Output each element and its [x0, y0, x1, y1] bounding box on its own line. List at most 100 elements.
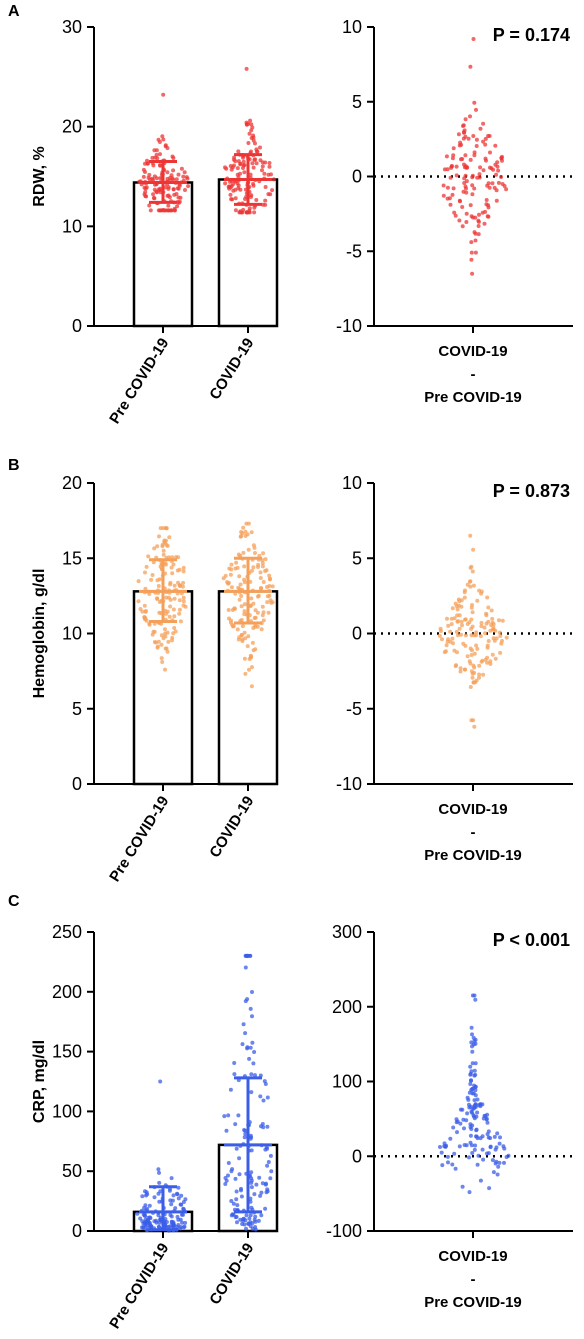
- data-point: [454, 629, 459, 634]
- data-point: [174, 555, 179, 560]
- data-point: [250, 1226, 255, 1231]
- data-point: [486, 1151, 491, 1156]
- data-point: [177, 598, 182, 603]
- data-point: [181, 599, 186, 604]
- data-point: [258, 570, 263, 575]
- data-point: [168, 604, 173, 609]
- data-point: [223, 165, 227, 170]
- data-point: [477, 588, 482, 593]
- data-point: [250, 1221, 255, 1226]
- data-point: [481, 1157, 486, 1162]
- data-point: [445, 639, 450, 644]
- data-point: [268, 1153, 273, 1158]
- data-point: [259, 1213, 264, 1218]
- data-point: [474, 678, 479, 683]
- data-point: [464, 190, 469, 195]
- data-point: [170, 1198, 175, 1203]
- data-point: [170, 1220, 174, 1224]
- data-point: [245, 210, 249, 215]
- data-point: [472, 993, 477, 998]
- data-point: [476, 1153, 481, 1158]
- data-point: [145, 1192, 150, 1197]
- data-point: [440, 637, 444, 642]
- x-tick-label: -: [471, 1271, 476, 1288]
- data-point: [166, 639, 171, 644]
- data-point: [485, 1120, 490, 1125]
- data-point: [222, 1114, 227, 1119]
- data-point: [483, 142, 488, 147]
- data-point: [251, 626, 256, 630]
- data-point: [451, 1125, 456, 1130]
- data-point: [443, 649, 448, 654]
- data-point: [261, 618, 266, 623]
- data-point: [264, 568, 269, 573]
- data-point: [500, 158, 504, 163]
- data-point: [177, 611, 182, 616]
- data-point: [232, 1061, 237, 1065]
- data-point: [265, 1095, 270, 1100]
- x-tick-label: Pre COVID-19: [106, 1240, 172, 1332]
- x-tick-label: -: [471, 824, 476, 841]
- data-point: [175, 1191, 179, 1196]
- data-point: [263, 185, 268, 189]
- data-point: [234, 1146, 239, 1151]
- data-point: [493, 143, 498, 148]
- data-point: [473, 238, 478, 243]
- data-point: [445, 185, 450, 190]
- data-point: [157, 1180, 162, 1185]
- data-point: [243, 965, 248, 970]
- data-point: [249, 1090, 254, 1095]
- data-point: [480, 1147, 485, 1152]
- data-point: [474, 144, 479, 148]
- data-point: [464, 211, 469, 216]
- data-point: [247, 131, 252, 136]
- data-point: [488, 662, 493, 666]
- data-point: [252, 545, 257, 550]
- data-point: [232, 1072, 237, 1077]
- data-point: [498, 634, 503, 638]
- data-point: [259, 1124, 263, 1129]
- data-point: [250, 125, 255, 130]
- data-point: [258, 576, 263, 580]
- data-point: [157, 1170, 161, 1175]
- data-point: [460, 1107, 465, 1112]
- data-point: [242, 630, 247, 635]
- y-tick-label: 200: [332, 997, 362, 1017]
- data-point: [178, 1202, 183, 1207]
- data-point: [260, 164, 265, 169]
- data-point: [156, 187, 161, 192]
- data-point: [229, 167, 234, 172]
- data-point: [268, 576, 272, 581]
- data-point: [258, 1193, 263, 1198]
- data-point: [451, 146, 456, 151]
- y-tick-label: 10: [62, 624, 82, 644]
- data-point: [143, 1189, 147, 1194]
- data-point: [268, 1176, 273, 1181]
- data-point: [239, 1194, 244, 1199]
- data-point: [243, 636, 248, 641]
- data-point: [459, 619, 464, 624]
- data-point: [233, 159, 238, 164]
- data-point: [242, 602, 247, 607]
- data-point: [471, 680, 476, 685]
- data-point: [176, 1196, 181, 1201]
- data-point: [469, 1025, 474, 1030]
- data-point: [462, 667, 467, 672]
- bar-chart-C: C CRP, mg/dl 0 50 100 150 200 250 Pre COVID-19 CO…: [8, 893, 279, 1332]
- x-tick-label: COVID-19: [438, 343, 507, 360]
- data-point: [468, 584, 473, 589]
- data-point: [464, 1118, 469, 1123]
- data-point: [468, 565, 473, 570]
- data-point: [468, 1072, 473, 1077]
- data-point: [156, 1167, 161, 1172]
- data-point: [244, 521, 249, 526]
- data-point: [437, 633, 442, 638]
- data-point: [172, 192, 177, 197]
- data-point: [253, 157, 258, 162]
- data-point: [468, 533, 473, 538]
- data-point: [152, 546, 157, 551]
- data-point: [246, 547, 251, 552]
- data-point: [496, 168, 501, 173]
- data-point: [477, 212, 481, 217]
- x-tick-label: -: [471, 366, 476, 383]
